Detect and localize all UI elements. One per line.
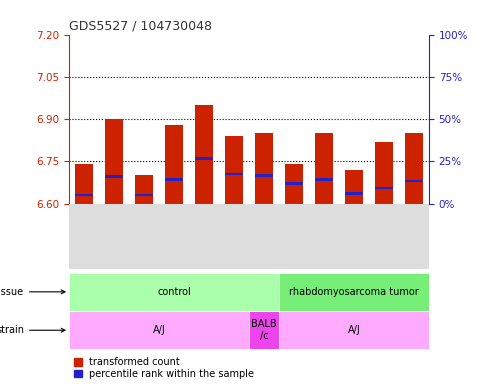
Bar: [105, 175, 123, 178]
Text: tissue: tissue: [0, 287, 65, 297]
Bar: [255, 133, 273, 204]
Bar: [195, 105, 213, 204]
Bar: [69, 311, 249, 349]
Bar: [75, 194, 93, 197]
Bar: [195, 157, 213, 160]
Bar: [69, 273, 279, 311]
Bar: [375, 142, 393, 204]
Bar: [375, 187, 393, 189]
Bar: [255, 174, 273, 177]
Bar: [285, 164, 303, 204]
Text: A/J: A/J: [153, 325, 165, 335]
Bar: [405, 180, 423, 182]
Bar: [165, 178, 183, 181]
Bar: [315, 178, 333, 181]
Bar: [105, 119, 123, 204]
Bar: [345, 170, 363, 204]
Bar: [279, 273, 429, 311]
Text: BALB
/c: BALB /c: [251, 319, 277, 341]
Bar: [75, 164, 93, 204]
Bar: [135, 175, 153, 204]
Bar: [135, 194, 153, 197]
Bar: [345, 192, 363, 195]
Text: rhabdomyosarcoma tumor: rhabdomyosarcoma tumor: [289, 287, 419, 297]
Bar: [225, 136, 243, 204]
Legend: transformed count, percentile rank within the sample: transformed count, percentile rank withi…: [74, 357, 254, 379]
Text: A/J: A/J: [348, 325, 360, 335]
Bar: [285, 182, 303, 185]
Bar: [405, 133, 423, 204]
Bar: [165, 125, 183, 204]
Bar: [225, 172, 243, 175]
Text: control: control: [157, 287, 191, 297]
Bar: [315, 133, 333, 204]
Text: strain: strain: [0, 325, 65, 335]
Text: GDS5527 / 104730048: GDS5527 / 104730048: [69, 19, 212, 32]
Bar: [249, 311, 279, 349]
Bar: [279, 311, 429, 349]
